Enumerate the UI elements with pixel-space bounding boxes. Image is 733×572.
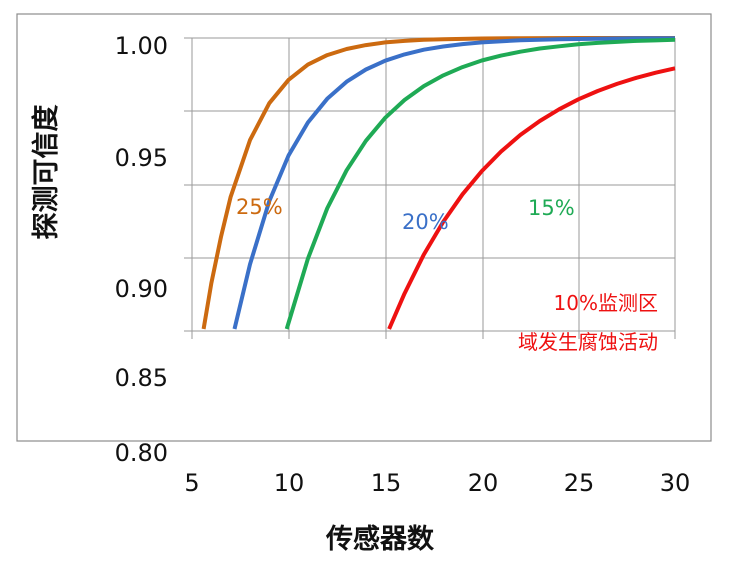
y-axis-title: 探测可信度 [30, 105, 62, 240]
x-tick-labels: 5 10 15 20 25 30 [184, 469, 690, 497]
series-annotation-10-line1: 10%监测区 [554, 291, 658, 315]
y-tick-label: 0.95 [115, 144, 168, 172]
series-lines [201, 36, 676, 330]
y-tick-label: 1.00 [115, 32, 168, 60]
x-tick-label: 20 [468, 469, 499, 497]
y-tick-labels: 1.00 0.95 0.90 0.85 0.80 [115, 32, 168, 467]
series-line-1 [232, 36, 675, 330]
x-tick-label: 25 [564, 469, 595, 497]
series-line-3 [387, 66, 676, 330]
x-tick-label: 10 [274, 469, 305, 497]
x-axis-title: 传感器数 [325, 523, 435, 555]
series-line-2 [284, 37, 676, 330]
y-tick-label: 0.85 [115, 364, 168, 392]
chart-frame [16, 13, 712, 442]
series-label-25: 25% [236, 195, 283, 219]
series-annotation-10-line2: 域发生腐蚀活动 [518, 330, 658, 354]
x-tick-label: 5 [184, 469, 199, 497]
series-label-20: 20% [402, 210, 449, 234]
x-tick-label: 30 [660, 469, 691, 497]
y-tick-label: 0.80 [115, 439, 168, 467]
series-label-15: 15% [528, 196, 575, 220]
x-tick-label: 15 [371, 469, 402, 497]
y-tick-label: 0.90 [115, 275, 168, 303]
series-line-0 [201, 36, 675, 330]
